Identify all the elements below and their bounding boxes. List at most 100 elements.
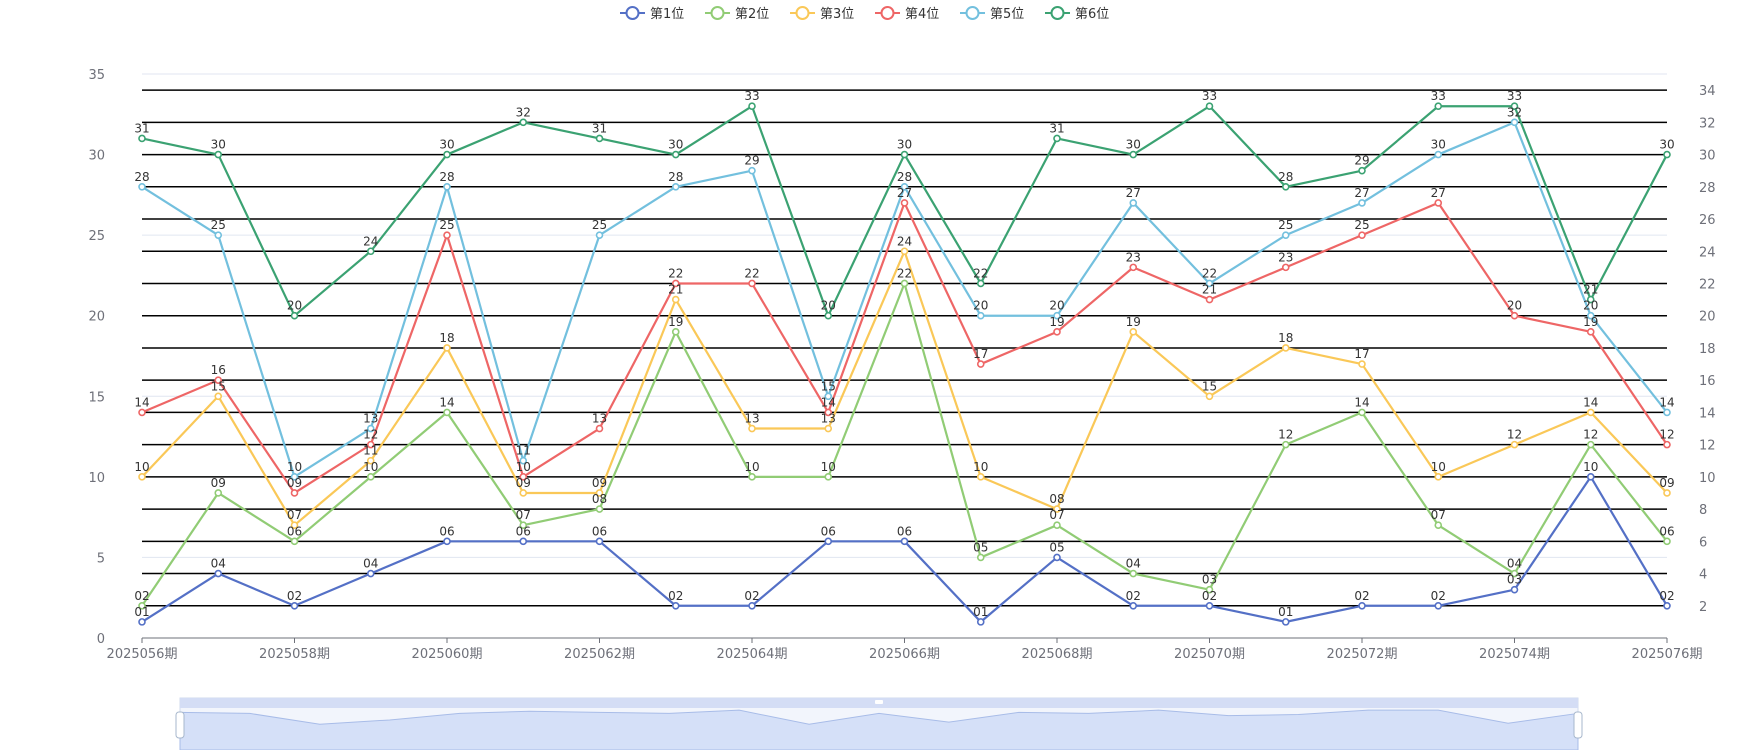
data-point[interactable] <box>214 376 223 384</box>
data-point[interactable] <box>748 424 756 433</box>
data-point[interactable] <box>1205 392 1214 401</box>
data-point[interactable] <box>138 183 146 191</box>
data-point[interactable] <box>824 537 833 546</box>
data-point[interactable] <box>443 537 451 546</box>
data-point[interactable] <box>138 618 146 626</box>
data-point[interactable] <box>1434 150 1443 159</box>
data-point[interactable] <box>1586 311 1595 320</box>
data-point[interactable] <box>1129 601 1138 610</box>
data-point[interactable] <box>1358 231 1366 239</box>
data-point[interactable] <box>1129 199 1138 207</box>
data-point[interactable] <box>1510 118 1519 127</box>
data-point[interactable] <box>214 489 223 497</box>
data-point[interactable] <box>366 473 375 481</box>
data-point[interactable] <box>1053 134 1061 143</box>
data-point[interactable] <box>595 134 604 143</box>
data-point[interactable] <box>824 392 833 401</box>
data-point[interactable] <box>824 473 833 481</box>
data-point[interactable] <box>976 553 985 562</box>
data-point[interactable] <box>366 456 375 465</box>
data-point[interactable] <box>900 247 909 256</box>
data-point[interactable] <box>366 247 375 256</box>
data-point[interactable] <box>1663 440 1671 449</box>
zoom-handle-left[interactable] <box>175 711 185 739</box>
data-point[interactable] <box>1586 408 1595 417</box>
data-point[interactable] <box>290 521 299 530</box>
data-point[interactable] <box>138 408 146 417</box>
data-point[interactable] <box>443 183 451 191</box>
data-point[interactable] <box>1663 537 1671 546</box>
data-point[interactable] <box>366 424 375 433</box>
data-point[interactable] <box>214 150 223 159</box>
data-point[interactable] <box>748 601 756 610</box>
data-point[interactable] <box>595 505 604 513</box>
data-point[interactable] <box>1053 521 1061 530</box>
data-point[interactable] <box>748 473 756 481</box>
data-point[interactable] <box>1129 569 1138 578</box>
data-point[interactable] <box>1053 328 1061 336</box>
data-point[interactable] <box>1434 601 1443 610</box>
data-point[interactable] <box>748 279 756 288</box>
data-point[interactable] <box>976 360 985 368</box>
data-point[interactable] <box>1281 618 1290 626</box>
data-point[interactable] <box>671 150 680 159</box>
data-point[interactable] <box>671 328 680 336</box>
data-point[interactable] <box>1510 311 1519 320</box>
data-point[interactable] <box>1053 311 1061 320</box>
data-point[interactable] <box>748 166 756 175</box>
data-point[interactable] <box>1510 585 1519 594</box>
data-point[interactable] <box>976 279 985 288</box>
legend[interactable]: 第1位 第2位 第3位 第4位 第5位 第6位 <box>620 6 1109 22</box>
zoom-slider[interactable] <box>175 697 1583 750</box>
data-point[interactable] <box>595 489 604 497</box>
data-point[interactable] <box>138 134 146 143</box>
data-point[interactable] <box>671 295 680 304</box>
data-point[interactable] <box>900 199 909 207</box>
data-point[interactable] <box>671 183 680 191</box>
data-point[interactable] <box>595 537 604 546</box>
data-point[interactable] <box>671 279 680 288</box>
legend-item-6[interactable]: 第6位 <box>1045 6 1109 22</box>
data-point[interactable] <box>519 489 528 497</box>
data-point[interactable] <box>1434 473 1443 481</box>
data-point[interactable] <box>900 183 909 191</box>
data-point[interactable] <box>1663 408 1671 417</box>
data-point[interactable] <box>214 231 223 239</box>
data-point[interactable] <box>519 473 528 481</box>
data-point[interactable] <box>1663 601 1671 610</box>
data-point[interactable] <box>1358 601 1366 610</box>
data-point[interactable] <box>1358 360 1366 368</box>
data-point[interactable] <box>1281 440 1290 449</box>
data-point[interactable] <box>1281 231 1290 239</box>
data-point[interactable] <box>214 392 223 401</box>
data-point[interactable] <box>671 601 680 610</box>
data-point[interactable] <box>1281 183 1290 191</box>
data-point[interactable] <box>1281 344 1290 352</box>
data-point[interactable] <box>290 489 299 497</box>
data-point[interactable] <box>290 311 299 320</box>
data-point[interactable] <box>1358 166 1366 175</box>
data-point[interactable] <box>976 311 985 320</box>
data-point[interactable] <box>1129 263 1138 272</box>
data-point[interactable] <box>1281 263 1290 272</box>
zoom-handle-right[interactable] <box>1573 711 1583 739</box>
data-point[interactable] <box>1205 585 1214 594</box>
data-point[interactable] <box>595 231 604 239</box>
data-point[interactable] <box>748 102 756 111</box>
data-point[interactable] <box>1205 295 1214 304</box>
data-point[interactable] <box>1053 553 1061 562</box>
data-point[interactable] <box>443 231 451 239</box>
data-point[interactable] <box>1358 408 1366 417</box>
data-point[interactable] <box>976 618 985 626</box>
data-point[interactable] <box>519 456 528 465</box>
data-point[interactable] <box>1205 102 1214 111</box>
data-point[interactable] <box>519 118 528 127</box>
legend-item-4[interactable]: 第4位 <box>875 6 939 22</box>
data-point[interactable] <box>976 473 985 481</box>
data-point[interactable] <box>900 279 909 288</box>
data-point[interactable] <box>1586 440 1595 449</box>
legend-item-1[interactable]: 第1位 <box>620 6 684 22</box>
data-point[interactable] <box>1053 505 1061 513</box>
data-point[interactable] <box>519 521 528 530</box>
data-point[interactable] <box>443 408 451 417</box>
